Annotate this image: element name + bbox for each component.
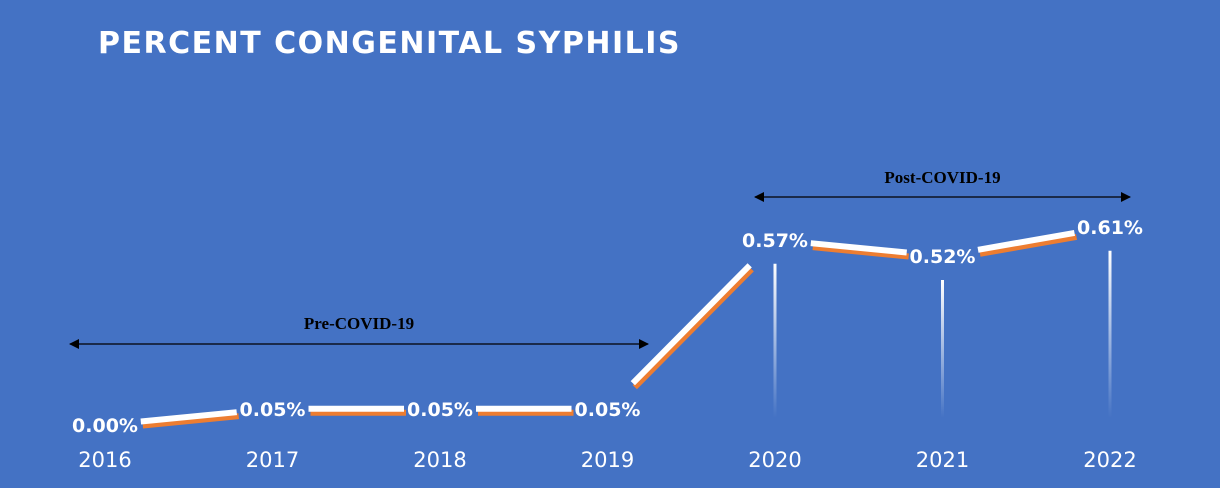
data-label-2017: 0.05% — [240, 399, 306, 421]
data-label-2018: 0.05% — [407, 399, 473, 421]
drop-line-2020 — [773, 263, 777, 418]
post-covid-19-label: Post-COVID-19 — [884, 168, 1000, 187]
x-tick-2022: 2022 — [1083, 448, 1136, 472]
x-tick-2018: 2018 — [413, 448, 466, 472]
x-tick-2019: 2019 — [581, 448, 634, 472]
data-label-2016: 0.00% — [72, 415, 138, 437]
data-label-2021: 0.52% — [910, 246, 976, 268]
series-line — [140, 229, 1076, 425]
series-line-shadow — [142, 233, 1078, 429]
drop-line-2021 — [941, 280, 944, 418]
x-tick-2021: 2021 — [916, 448, 969, 472]
data-label-2019: 0.05% — [575, 399, 641, 421]
x-tick-2016: 2016 — [78, 448, 131, 472]
x-tick-2020: 2020 — [748, 448, 801, 472]
drop-line-2022 — [1108, 250, 1112, 418]
data-label-2020: 0.57% — [742, 230, 808, 252]
pre-covid-19-label: Pre-COVID-19 — [304, 314, 414, 333]
x-tick-2017: 2017 — [246, 448, 299, 472]
data-label-2022: 0.61% — [1077, 217, 1143, 239]
chart-title: PERCENT CONGENITAL SYPHILIS — [98, 26, 682, 61]
